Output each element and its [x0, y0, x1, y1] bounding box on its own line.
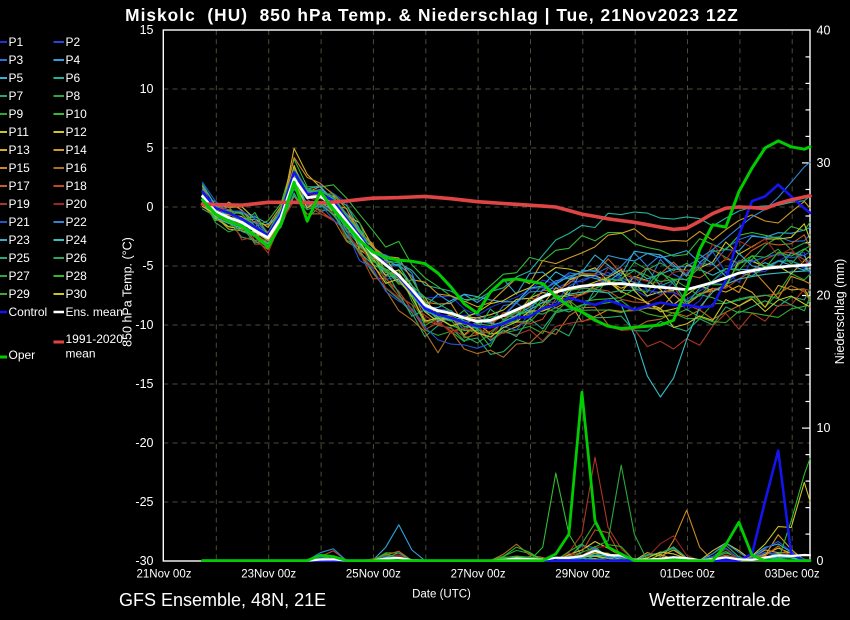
- svg-text:Control: Control: [9, 305, 48, 319]
- svg-text:P29: P29: [9, 287, 31, 301]
- svg-text:P11: P11: [9, 125, 30, 139]
- svg-text:-30: -30: [135, 554, 153, 568]
- svg-text:0: 0: [817, 554, 824, 568]
- svg-text:P9: P9: [9, 107, 24, 121]
- svg-text:P28: P28: [66, 269, 88, 283]
- svg-text:850 hPa Temp. (°C): 850 hPa Temp. (°C): [121, 237, 135, 347]
- svg-text:P22: P22: [66, 215, 88, 229]
- svg-text:Oper: Oper: [9, 348, 36, 362]
- svg-text:40: 40: [817, 24, 831, 38]
- svg-text:-15: -15: [135, 377, 153, 391]
- svg-text:P5: P5: [9, 71, 24, 85]
- svg-text:P30: P30: [66, 287, 88, 301]
- svg-text:P20: P20: [66, 197, 88, 211]
- svg-text:21Nov 00z: 21Nov 00z: [137, 569, 192, 581]
- svg-text:P10: P10: [66, 107, 88, 121]
- svg-text:P17: P17: [9, 179, 31, 193]
- svg-text:P21: P21: [9, 215, 31, 229]
- svg-text:Niederschlag (mm): Niederschlag (mm): [833, 259, 847, 365]
- svg-text:25Nov 00z: 25Nov 00z: [346, 569, 401, 581]
- svg-text:1991-2020: 1991-2020: [66, 332, 124, 346]
- svg-text:GFS Ensemble, 48N, 21E: GFS Ensemble, 48N, 21E: [119, 590, 326, 610]
- svg-text:P27: P27: [9, 269, 31, 283]
- svg-text:P4: P4: [66, 53, 81, 67]
- svg-text:10: 10: [140, 82, 154, 96]
- svg-text:-10: -10: [135, 318, 153, 332]
- svg-text:0: 0: [147, 200, 154, 214]
- svg-text:P14: P14: [66, 143, 88, 157]
- svg-text:P16: P16: [66, 161, 88, 175]
- svg-text:P18: P18: [66, 179, 88, 193]
- svg-text:27Nov 00z: 27Nov 00z: [451, 569, 506, 581]
- svg-text:Miskolc (HU) 850 hPa Temp. &: Miskolc (HU) 850 hPa Temp. & Niederschla…: [125, 5, 739, 25]
- svg-text:Date (UTC): Date (UTC): [412, 589, 471, 601]
- svg-text:P2: P2: [66, 35, 81, 49]
- svg-text:5: 5: [147, 141, 154, 155]
- svg-text:Wetterzentrale.de: Wetterzentrale.de: [649, 590, 791, 610]
- svg-text:30: 30: [817, 156, 831, 170]
- svg-text:P15: P15: [9, 161, 31, 175]
- svg-text:P3: P3: [9, 53, 24, 67]
- svg-text:01Dec 00z: 01Dec 00z: [660, 569, 715, 581]
- svg-text:-20: -20: [135, 436, 153, 450]
- svg-text:P26: P26: [66, 251, 88, 265]
- svg-text:-5: -5: [142, 259, 153, 273]
- svg-text:23Nov 00z: 23Nov 00z: [241, 569, 296, 581]
- svg-text:P13: P13: [9, 143, 31, 157]
- svg-text:15: 15: [140, 23, 154, 37]
- svg-text:P8: P8: [66, 89, 81, 103]
- svg-text:P25: P25: [9, 251, 31, 265]
- svg-text:P6: P6: [66, 71, 81, 85]
- svg-text:P1: P1: [9, 35, 24, 49]
- svg-text:Ens. mean: Ens. mean: [66, 305, 123, 319]
- svg-text:P23: P23: [9, 233, 31, 247]
- svg-text:03Dec 00z: 03Dec 00z: [765, 569, 820, 581]
- svg-text:P12: P12: [66, 125, 88, 139]
- svg-text:-25: -25: [135, 495, 153, 509]
- svg-text:mean: mean: [66, 347, 96, 361]
- svg-text:10: 10: [817, 421, 831, 435]
- svg-text:P19: P19: [9, 197, 31, 211]
- svg-text:20: 20: [817, 289, 831, 303]
- svg-text:P24: P24: [66, 233, 88, 247]
- svg-text:29Nov 00z: 29Nov 00z: [555, 569, 610, 581]
- svg-text:P7: P7: [9, 89, 24, 103]
